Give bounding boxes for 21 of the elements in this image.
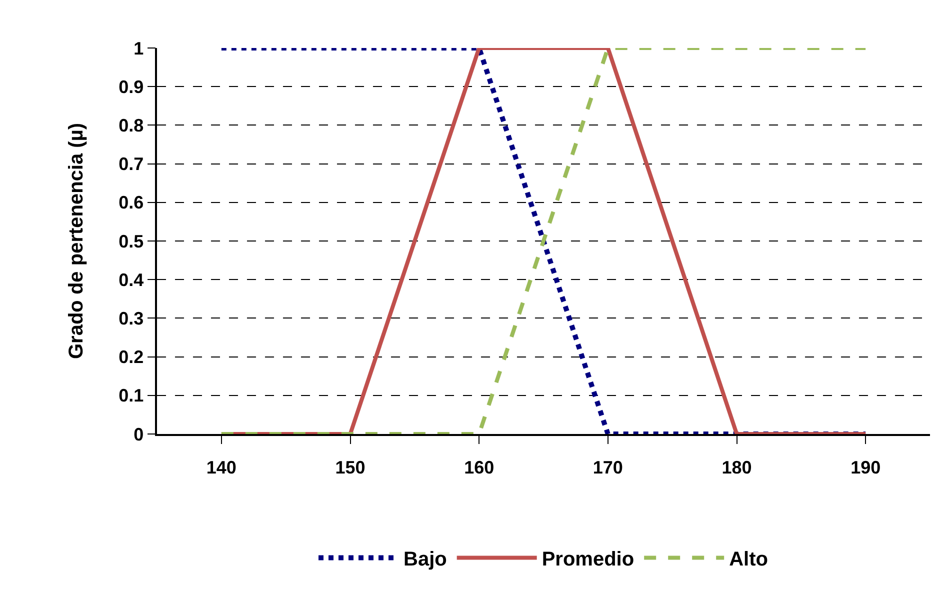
y-axis-title: Grado de pertenencia (µ) — [66, 122, 88, 360]
x-tick-label: 140 — [206, 457, 236, 478]
legend-label: Alto — [729, 548, 768, 571]
y-tick-label: 0.6 — [118, 192, 144, 213]
x-tick-label: 180 — [722, 457, 752, 478]
y-tick-label: 0.4 — [118, 270, 144, 290]
y-tick-label: 0 — [134, 424, 144, 444]
x-tick-label: 170 — [592, 457, 623, 478]
x-tick-label: 160 — [464, 457, 494, 478]
y-tick-label: 0.5 — [118, 231, 144, 252]
legend-label: Promedio — [542, 548, 634, 571]
y-tick-label: 0.2 — [118, 347, 144, 368]
y-tick-label: 0.9 — [118, 76, 144, 97]
y-tick-label: 0.7 — [118, 154, 144, 174]
y-tick-label: 0.3 — [118, 308, 144, 328]
y-tick-label: 0.8 — [118, 116, 144, 136]
legend-label: Bajo — [404, 548, 447, 571]
y-tick-label: 1 — [134, 38, 144, 58]
x-tick-label: 150 — [335, 457, 366, 478]
x-tick-label: 190 — [850, 457, 881, 478]
y-tick-label: 0.1 — [118, 386, 144, 406]
